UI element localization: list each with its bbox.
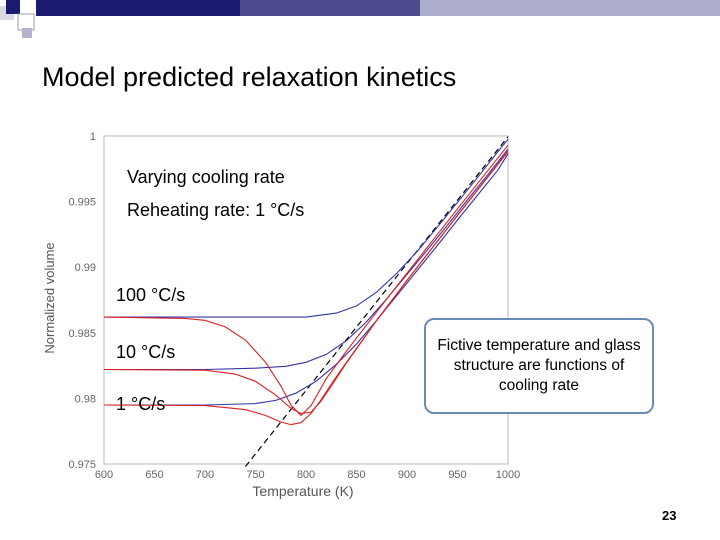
- callout-text: Fictive temperature and glass structure …: [437, 337, 641, 394]
- x-tick-label: 850: [347, 469, 365, 481]
- y-tick-label: 0.98: [75, 393, 96, 405]
- y-tick-label: 0.995: [68, 197, 96, 209]
- x-tick-label: 600: [95, 469, 113, 481]
- series-equilibrium-dashed: [244, 136, 509, 467]
- y-tick-label: 0.975: [68, 459, 96, 471]
- x-tick-label: 750: [246, 469, 264, 481]
- y-tick-label: 0.99: [75, 262, 96, 274]
- decor-square-dark: [6, 0, 20, 14]
- annotation-varying-cooling: Varying cooling rate: [127, 167, 285, 187]
- x-tick-label: 700: [196, 469, 214, 481]
- x-tick-label: 650: [145, 469, 163, 481]
- label-10-cs: 10 °C/s: [116, 342, 176, 362]
- decor-square-mid: [22, 28, 32, 38]
- series-cooling-1-c-s: [104, 153, 509, 406]
- x-tick-label: 950: [448, 469, 466, 481]
- series-reheating-of-1-c-s-glass: [103, 151, 509, 426]
- title-gradient-bar-fade2: [420, 0, 720, 16]
- slide-number: 23: [662, 508, 677, 523]
- x-tick-label: 900: [398, 469, 416, 481]
- y-tick-label: 1: [90, 131, 96, 143]
- y-axis-label: Normalized volume: [42, 242, 57, 353]
- series-cooling-10-c-s: [104, 148, 509, 371]
- label-100-cs: 100 °C/s: [116, 285, 186, 305]
- annotation-reheating-rate: Reheating rate: 1 °C/s: [127, 200, 305, 220]
- slide-title: Model predicted relaxation kinetics: [42, 62, 457, 92]
- x-axis-label: Temperature (K): [252, 483, 353, 499]
- x-tick-label: 1000: [496, 469, 520, 481]
- callout-box: Fictive temperature and glass structure …: [424, 318, 654, 414]
- series-cooling-100-c-s: [104, 138, 509, 318]
- x-tick-label: 800: [297, 469, 315, 481]
- y-tick-label: 0.985: [68, 328, 96, 340]
- title-bar-decoration: [0, 0, 720, 38]
- label-1-cs: 1 °C/s: [116, 394, 166, 414]
